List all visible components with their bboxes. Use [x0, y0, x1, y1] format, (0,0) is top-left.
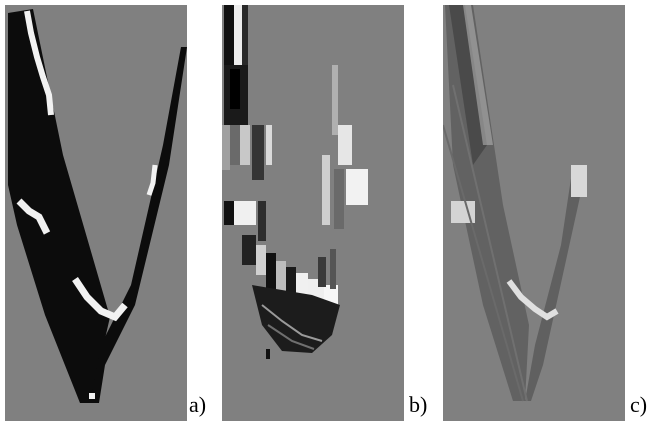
panel-c-image [443, 5, 625, 421]
panel-c-graphic [443, 5, 625, 421]
panel-b-image [222, 5, 404, 421]
panel-c-label: c) [630, 392, 648, 417]
panel-a-image [5, 5, 187, 421]
panel-a-graphic [5, 5, 187, 421]
panel-b-graphic [222, 5, 404, 421]
panel-a-label: a) [189, 392, 207, 417]
panel-b-label: b) [409, 392, 428, 417]
